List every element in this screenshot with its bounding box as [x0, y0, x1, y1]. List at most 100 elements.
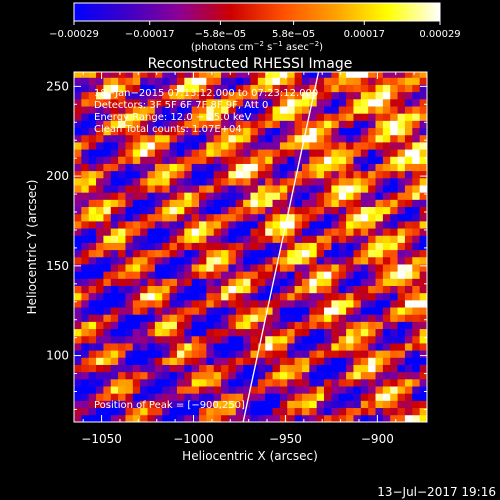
heatmap-pixel	[250, 142, 259, 150]
heatmap-pixel	[382, 378, 391, 387]
heatmap-pixel	[125, 72, 134, 78]
heatmap-pixel	[375, 378, 384, 387]
heatmap-pixel	[184, 142, 193, 150]
heatmap-pixel	[81, 364, 90, 373]
heatmap-pixel	[338, 321, 347, 330]
heatmap-pixel	[338, 127, 347, 136]
heatmap-pixel	[199, 149, 207, 157]
heatmap-pixel	[110, 113, 119, 121]
heatmap-pixel	[419, 228, 427, 236]
heatmap-pixel	[382, 400, 391, 409]
heatmap-pixel	[74, 156, 82, 164]
heatmap-pixel	[279, 307, 288, 315]
heatmap-pixel	[162, 213, 170, 222]
heatmap-pixel	[324, 386, 332, 394]
heatmap-pixel	[338, 228, 347, 236]
heatmap-pixel	[390, 213, 398, 222]
heatmap-pixel	[353, 335, 362, 344]
heatmap-pixel	[154, 400, 163, 409]
heatmap-pixel	[125, 120, 134, 129]
heatmap-pixel	[301, 199, 310, 208]
heatmap-pixel	[110, 335, 119, 344]
heatmap-pixel	[125, 378, 134, 387]
heatmap-pixel	[140, 307, 148, 315]
heatmap-pixel	[199, 127, 207, 136]
heatmap-pixel	[125, 249, 134, 258]
heatmap-pixel	[169, 285, 178, 294]
heatmap-pixel	[390, 235, 398, 243]
heatmap-pixel	[191, 206, 200, 215]
heatmap-pixel	[176, 357, 185, 365]
heatmap-pixel	[404, 72, 413, 78]
heatmap-pixel	[360, 328, 369, 337]
heatmap-pixel	[140, 378, 148, 387]
heatmap-pixel	[257, 113, 266, 121]
heatmap-pixel	[375, 393, 384, 401]
heatmap-pixel	[287, 127, 296, 136]
heatmap-pixel	[184, 72, 193, 78]
heatmap-pixel	[243, 314, 251, 322]
heatmap-pixel	[235, 307, 244, 315]
heatmap-pixel	[294, 307, 303, 315]
heatmap-pixel	[96, 149, 104, 157]
heatmap-pixel	[412, 343, 421, 351]
heatmap-pixel	[110, 228, 119, 236]
heatmap-pixel	[390, 350, 398, 358]
heatmap-pixel	[81, 206, 90, 215]
heatmap-pixel	[265, 407, 273, 416]
heatmap-pixel	[110, 278, 119, 286]
heatmap-pixel	[213, 142, 222, 150]
heatmap-pixel	[265, 321, 273, 330]
heatmap-pixel	[316, 228, 325, 236]
heatmap-pixel	[309, 127, 318, 136]
heatmap-pixel	[265, 72, 273, 78]
heatmap-pixel	[110, 220, 119, 229]
heatmap-pixel	[96, 156, 104, 164]
heatmap-pixel	[390, 328, 398, 337]
heatmap-pixel	[257, 271, 266, 279]
heatmap-pixel	[88, 271, 97, 279]
heatmap-pixel	[206, 127, 215, 136]
heatmap-pixel	[353, 321, 362, 330]
heatmap-pixel	[250, 235, 259, 243]
heatmap-pixel	[206, 343, 215, 351]
heatmap-pixel	[176, 285, 185, 294]
heatmap-pixel	[353, 235, 362, 243]
heatmap-pixel	[154, 120, 163, 129]
heatmap-pixel	[390, 206, 398, 215]
heatmap-pixel	[199, 84, 207, 93]
heatmap-pixel	[74, 91, 82, 100]
heatmap-pixel	[404, 77, 413, 85]
heatmap-pixel	[191, 185, 200, 193]
heatmap-pixel	[96, 192, 104, 200]
heatmap-pixel	[257, 106, 266, 114]
heatmap-pixel	[346, 407, 354, 416]
heatmap-pixel	[404, 228, 413, 236]
heatmap-pixel	[279, 106, 288, 114]
heatmap-pixel	[125, 98, 134, 107]
heatmap-pixel	[235, 185, 244, 193]
heatmap-pixel	[81, 292, 90, 301]
heatmap-pixel	[287, 106, 296, 114]
heatmap-pixel	[88, 386, 97, 394]
heatmap-pixel	[287, 235, 296, 243]
heatmap-pixel	[147, 314, 156, 322]
heatmap-pixel	[250, 113, 259, 121]
heatmap-pixel	[228, 249, 237, 258]
heatmap-pixel	[382, 278, 391, 286]
heatmap-pixel	[368, 170, 376, 179]
heatmap-pixel	[419, 285, 427, 294]
heatmap-pixel	[235, 77, 244, 85]
heatmap-pixel	[301, 364, 310, 373]
heatmap-pixel	[331, 163, 340, 172]
heatmap-pixel	[346, 84, 354, 93]
heatmap-pixel	[74, 199, 82, 208]
heatmap-pixel	[360, 134, 369, 143]
heatmap-pixel	[279, 278, 288, 286]
heatmap-pixel	[419, 170, 427, 179]
heatmap-pixel	[154, 378, 163, 387]
heatmap-pixel	[184, 371, 193, 380]
heatmap-pixel	[397, 120, 406, 129]
heatmap-pixel	[184, 335, 193, 344]
heatmap-pixel	[279, 185, 288, 193]
